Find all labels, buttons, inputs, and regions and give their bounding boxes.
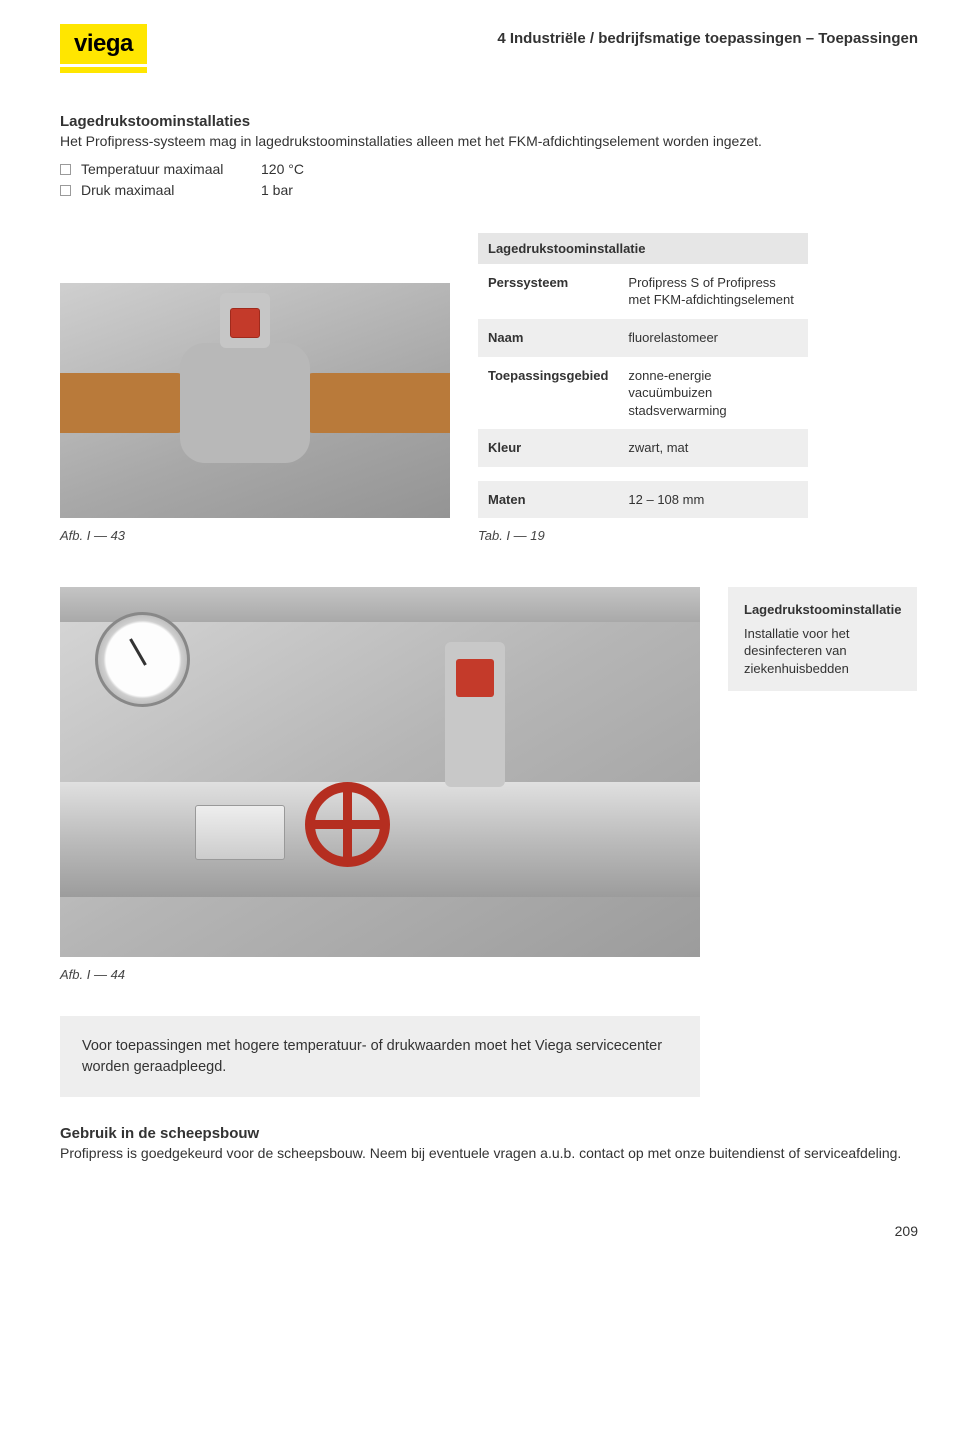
figure-1: Afb. I — 43 <box>60 283 450 543</box>
bullet-icon <box>60 185 71 196</box>
plaque-icon <box>195 805 285 860</box>
cell-label: Toepassingsgebied <box>478 357 618 430</box>
notice-box: Voor toepassingen met hogere temperatuur… <box>60 1016 700 1097</box>
cell-value: Profipress S of Profipress met FKM-afdic… <box>618 264 808 319</box>
cell-label: Naam <box>478 319 618 357</box>
page-header: viega 4 Industriële / bedrijfsmatige toe… <box>60 24 918 73</box>
bullet-row: Druk maximaal 1 bar <box>60 180 918 201</box>
cell-label: Kleur <box>478 429 618 467</box>
table-row: Kleur zwart, mat <box>478 429 808 467</box>
logo-stripe <box>60 67 147 73</box>
figure-2-caption: Afb. I — 44 <box>60 967 700 982</box>
handwheel-icon <box>305 782 390 867</box>
cell-label: Perssysteem <box>478 264 618 319</box>
table-row: Perssysteem Profipress S of Profipress m… <box>478 264 808 319</box>
sidebox-text: Installatie voor het desinfecteren van z… <box>744 625 901 678</box>
pipe-icon <box>60 373 185 433</box>
cell-value: fluorelastomeer <box>618 319 808 357</box>
pipe-icon <box>305 373 450 433</box>
valve-body-icon <box>180 343 310 463</box>
bullet-value: 1 bar <box>261 180 293 201</box>
bullet-label: Temperatuur maximaal <box>81 159 261 180</box>
figure-2: Afb. I — 44 <box>60 587 700 982</box>
section-title: Gebruik in de scheepsbouw <box>60 1125 918 1142</box>
valve-tag-icon <box>230 308 260 338</box>
logo: viega <box>60 24 147 73</box>
table-row: Toepassingsgebied zonne-energie vacuümbu… <box>478 357 808 430</box>
bullet-icon <box>60 164 71 175</box>
spec-table: Lagedrukstoominstallatie Perssysteem Pro… <box>478 233 808 518</box>
intro-text: Het Profipress-systeem mag in lagedrukst… <box>60 132 918 151</box>
intro-title: Lagedrukstoominstallaties <box>60 113 918 130</box>
cell-value: zwart, mat <box>618 429 808 467</box>
table-row: Naam fluorelastomeer <box>478 319 808 357</box>
section-text: Profipress is goedgekeurd voor de scheep… <box>60 1144 918 1164</box>
valve-tag-icon <box>456 659 494 697</box>
page-number: 209 <box>60 1223 918 1239</box>
intro-block: Lagedrukstoominstallaties Het Profipress… <box>60 113 918 201</box>
bullet-value: 120 °C <box>261 159 304 180</box>
cell-value: 12 – 108 mm <box>618 481 808 519</box>
figure-1-caption: Afb. I — 43 <box>60 528 450 543</box>
spec-table-block: Lagedrukstoominstallatie Perssysteem Pro… <box>478 233 918 543</box>
cell-label: Maten <box>478 481 618 519</box>
bullet-label: Druk maximaal <box>81 180 261 201</box>
table-row: Maten 12 – 108 mm <box>478 481 808 519</box>
gauge-icon <box>95 612 190 707</box>
table-header: Lagedrukstoominstallatie <box>478 233 808 264</box>
cell-value: zonne-energie vacuümbuizen stadsverwarmi… <box>618 357 808 430</box>
breadcrumb: 4 Industriële / bedrijfsmatige toepassin… <box>497 30 918 47</box>
table-caption: Tab. I — 19 <box>478 528 918 543</box>
figure-1-image <box>60 283 450 518</box>
figure-2-sidebox: Lagedrukstoominstallatie Installatie voo… <box>728 587 917 691</box>
bullet-row: Temperatuur maximaal 120 °C <box>60 159 918 180</box>
figure-2-image <box>60 587 700 957</box>
sidebox-title: Lagedrukstoominstallatie <box>744 601 901 619</box>
logo-text: viega <box>60 24 147 64</box>
